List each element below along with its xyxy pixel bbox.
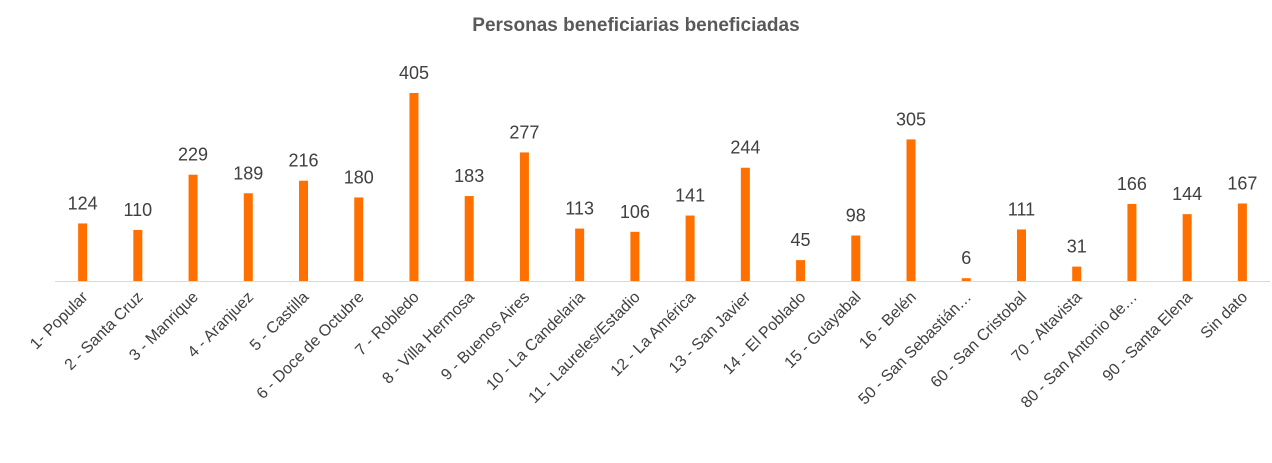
bar — [519, 152, 529, 281]
data-label: 405 — [399, 63, 429, 83]
data-label: 113 — [565, 199, 594, 219]
bar — [630, 231, 640, 281]
x-tick-label: 11 - Laureles/Estadio — [526, 289, 644, 407]
data-label: 45 — [791, 230, 811, 250]
x-tick-label: 10 - La Candelaria — [483, 289, 588, 394]
bar — [851, 235, 861, 281]
data-label: 166 — [1117, 174, 1147, 194]
data-label: 144 — [1172, 184, 1202, 204]
bar — [796, 260, 806, 281]
bar — [409, 93, 419, 281]
data-label: 189 — [233, 163, 263, 183]
data-label: 229 — [178, 145, 208, 165]
data-label: 31 — [1067, 237, 1087, 257]
x-tick-label: 6 - Doce de Octubre — [254, 289, 368, 403]
bar — [188, 174, 198, 281]
data-label: 305 — [896, 109, 926, 129]
data-label: 141 — [675, 186, 705, 206]
bar — [354, 197, 364, 281]
bar — [685, 215, 695, 281]
data-label: 6 — [961, 248, 971, 268]
data-label: 180 — [344, 167, 374, 187]
data-label: 111 — [1008, 199, 1035, 219]
bar — [1127, 203, 1137, 281]
bar — [1072, 266, 1082, 281]
bar — [243, 193, 253, 281]
data-label: 244 — [730, 138, 760, 158]
bar — [1016, 229, 1026, 281]
x-tick-label: 60 - San Cristobal — [928, 289, 1031, 392]
bar — [464, 196, 474, 281]
data-label: 216 — [288, 151, 318, 171]
data-label: 106 — [620, 202, 650, 222]
data-label: 183 — [454, 166, 484, 186]
data-label: 277 — [509, 122, 539, 142]
x-tick-label: 8 - Villa Hermosa — [379, 289, 478, 388]
chart-title: Personas beneficiarias beneficiadas — [472, 15, 799, 36]
bar — [1237, 203, 1247, 281]
bar — [133, 229, 143, 281]
data-label: 124 — [68, 193, 98, 213]
bar — [906, 139, 916, 281]
bar — [78, 223, 88, 281]
data-label: 167 — [1227, 173, 1257, 193]
data-label: 110 — [123, 200, 152, 220]
bar — [299, 180, 309, 281]
data-label: 98 — [846, 206, 866, 226]
bar — [575, 228, 585, 281]
x-tick-label: Sin dato — [1198, 289, 1252, 343]
bar — [740, 167, 750, 281]
bar — [1182, 214, 1192, 281]
bar — [961, 278, 971, 281]
